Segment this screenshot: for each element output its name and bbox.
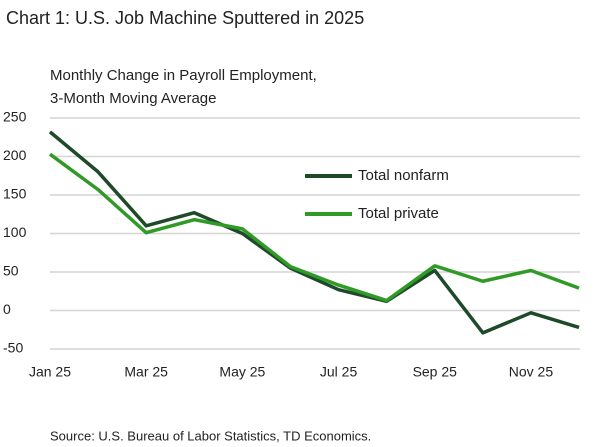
chart-subtitle: 3-Month Moving Average: [50, 90, 217, 107]
y-tick-label: 250: [3, 109, 27, 125]
legend-label: Total nonfarm: [358, 167, 449, 184]
x-tick-label: May 25: [219, 364, 265, 380]
x-tick-label: Nov 25: [509, 364, 554, 380]
chart-subtitle: Monthly Change in Payroll Employment,: [50, 67, 317, 84]
x-tick-label: Jul 25: [320, 364, 358, 380]
x-tick-label: Mar 25: [124, 364, 168, 380]
y-tick-label: 100: [3, 224, 27, 240]
y-tick-label: 50: [3, 263, 19, 279]
source-note: Source: U.S. Bureau of Labor Statistics,…: [50, 428, 371, 443]
series-line: [48, 152, 580, 303]
series-line: [48, 130, 580, 335]
legend-label: Total private: [358, 205, 439, 222]
x-tick-label: Sep 25: [413, 364, 458, 380]
y-tick-label: 0: [3, 301, 11, 317]
y-tick-label: -50: [3, 340, 23, 356]
x-tick-label: Jan 25: [29, 364, 71, 380]
y-tick-label: 150: [3, 186, 27, 202]
y-tick-label: 200: [3, 147, 27, 163]
chart-title: Chart 1: U.S. Job Machine Sputtered in 2…: [6, 8, 364, 28]
